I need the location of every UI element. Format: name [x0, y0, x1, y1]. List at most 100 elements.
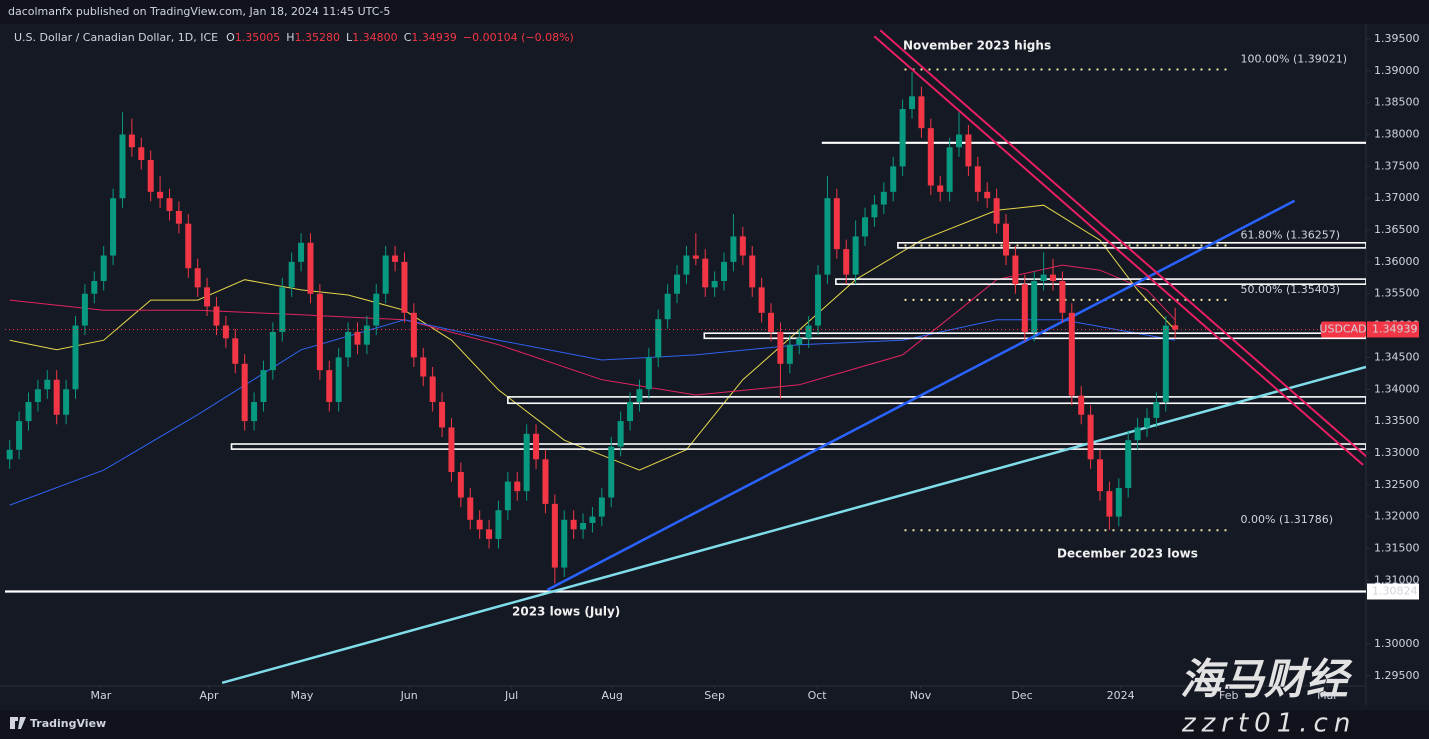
- candle-body: [598, 497, 605, 517]
- plot: 100.00% (1.39021) 61.80% (1.36257) 50.00% …: [5, 29, 1366, 685]
- symbol-box: [1321, 321, 1366, 338]
- x-tick-label: Jul: [504, 689, 518, 702]
- candle-body: [674, 274, 681, 294]
- candle-body: [476, 519, 483, 530]
- ohlc-key: C: [404, 31, 412, 44]
- candle-body: [241, 363, 248, 422]
- candle-body: [993, 198, 1000, 224]
- watermark: 海马财经: [1180, 655, 1353, 704]
- x-tick-label: Mar: [90, 689, 111, 702]
- fib-label: 100.00% (1.39021): [1241, 53, 1348, 66]
- candle-body: [608, 446, 615, 498]
- level-box: [835, 278, 1366, 285]
- ohlc-key: H: [286, 31, 294, 44]
- candle-body: [363, 325, 370, 345]
- candle-body: [448, 427, 455, 473]
- trendline: [221, 365, 1366, 685]
- candle-body: [551, 503, 558, 568]
- candle-body: [34, 389, 41, 402]
- candle-body: [984, 191, 991, 199]
- y-tick-label: 1.37000: [1374, 191, 1420, 204]
- candle-body: [815, 274, 822, 326]
- candle-body: [72, 325, 79, 390]
- bottom-bar: [0, 710, 1429, 739]
- y-tick-label: 1.29500: [1374, 669, 1420, 682]
- candle-body: [1031, 280, 1038, 332]
- candle-body: [702, 258, 709, 288]
- level-box: [507, 396, 1366, 405]
- x-tick-label: Nov: [910, 689, 932, 702]
- y-tick-label: 1.35500: [1374, 287, 1420, 300]
- candle-body: [128, 134, 135, 148]
- x-tick-label: Mar: [1317, 689, 1338, 702]
- candle-body: [880, 191, 887, 205]
- candle-body: [504, 481, 511, 511]
- x-tick-label: Dec: [1011, 689, 1032, 702]
- annotation: November 2023 highs: [903, 39, 1051, 53]
- candle-body: [514, 481, 521, 492]
- candle-body: [1172, 325, 1179, 330]
- y-tick-label: 1.34500: [1374, 350, 1420, 363]
- candle-body: [232, 338, 239, 364]
- candle-body: [871, 204, 878, 218]
- candle-body: [269, 331, 276, 371]
- level-box: [703, 332, 1366, 340]
- candle-body: [645, 357, 652, 390]
- candle-body: [965, 134, 972, 167]
- candle-body: [937, 185, 944, 192]
- candle-body: [946, 147, 953, 192]
- publisher: dacolmanfx published on TradingView.com,…: [8, 5, 390, 18]
- symbol-label: USDCAD: [1319, 322, 1366, 335]
- candle-body: [1097, 459, 1104, 492]
- candle-body: [81, 293, 88, 326]
- candle-body: [589, 516, 596, 523]
- candle-body: [918, 96, 925, 129]
- candle-body: [533, 433, 540, 460]
- candle-body: [1125, 440, 1132, 488]
- candle-body: [927, 128, 934, 186]
- candle-body: [664, 293, 671, 320]
- candle-body: [692, 255, 699, 259]
- level-price-box: [1367, 583, 1419, 600]
- candle-body: [570, 519, 577, 530]
- candle-body: [91, 280, 98, 294]
- candle-body: [298, 242, 305, 262]
- candle-body: [909, 96, 916, 110]
- candle-body: [627, 401, 634, 422]
- candle-body: [213, 306, 220, 326]
- candle-body: [1050, 274, 1057, 281]
- candle-body: [1106, 491, 1113, 517]
- candle-body: [655, 319, 662, 358]
- y-tick-label: 1.39000: [1374, 64, 1420, 77]
- y-tick-label: 1.30000: [1374, 637, 1420, 650]
- symbol-legend: U.S. Dollar / Canadian Dollar, 1D, ICE O1…: [14, 31, 574, 44]
- change: −0.00104 (−0.08%): [463, 31, 574, 44]
- annotation: 2023 lows (July): [512, 605, 620, 619]
- candle-body: [956, 134, 963, 148]
- candle-body: [486, 529, 493, 539]
- candle-body: [63, 389, 70, 415]
- candle-body: [1115, 487, 1122, 517]
- candle-body: [166, 198, 173, 211]
- x-tick-label: Jun: [400, 689, 418, 702]
- last-price-box: [1367, 321, 1419, 338]
- candle-body: [796, 338, 803, 345]
- candle-body: [260, 370, 267, 402]
- y-tick-label: 1.38000: [1374, 128, 1420, 141]
- x-tick-label: Feb: [1219, 689, 1238, 702]
- candle-body: [392, 255, 399, 262]
- candle-body: [194, 268, 201, 288]
- candle-body: [561, 519, 568, 568]
- annotation: December 2023 lows: [1057, 547, 1198, 561]
- candle-body: [147, 160, 154, 192]
- candle-body: [345, 331, 352, 358]
- fib-label: 50.00% (1.35403): [1241, 283, 1341, 296]
- x-tick-label: Sep: [704, 689, 725, 702]
- candle-body: [824, 198, 831, 275]
- x-tick-label: Oct: [808, 689, 828, 702]
- candle-body: [730, 236, 737, 262]
- y-tick-label: 1.31500: [1374, 541, 1420, 554]
- candle-body: [1021, 284, 1028, 332]
- candle-body: [1078, 395, 1085, 415]
